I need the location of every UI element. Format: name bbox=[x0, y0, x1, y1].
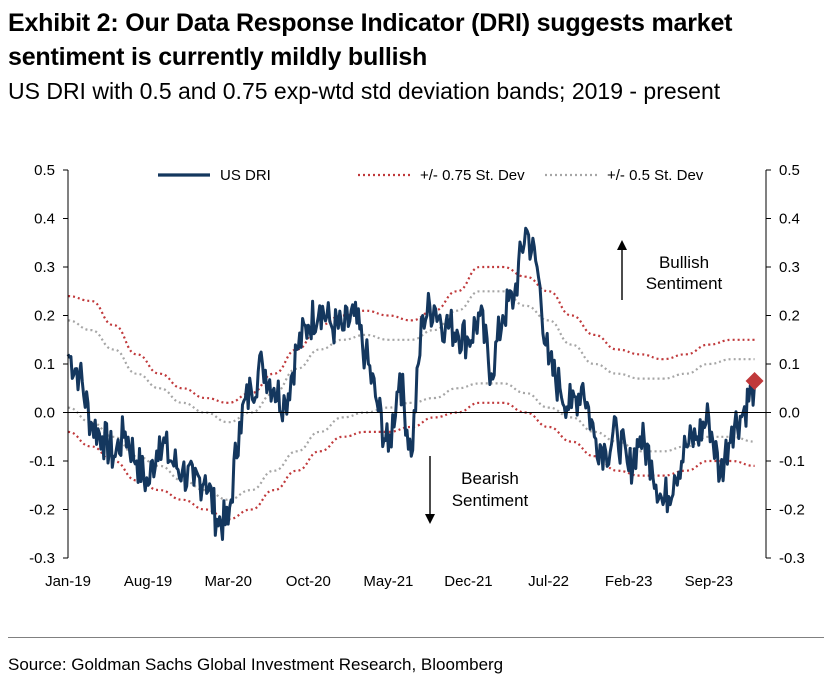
bearish-label-line1: Bearish bbox=[461, 469, 519, 488]
chart-subtitle: US DRI with 0.5 and 0.75 exp-wtd std dev… bbox=[8, 78, 721, 104]
dri-line-chart: 0.5 0.5 0.4 0.4 0.3 0.3 0.2 0.2 0.1 0.1 0.0 0.0 -0.1… bbox=[29, 162, 805, 590]
bullish-label-line2: Sentiment bbox=[646, 274, 723, 293]
right-y-tick-label: -0.3 bbox=[779, 550, 805, 567]
legend-us-dri-label: US DRI bbox=[220, 167, 271, 184]
left-y-tick-label: 0.1 bbox=[34, 356, 55, 373]
right-y-tick-label: -0.2 bbox=[779, 502, 805, 519]
footer-divider bbox=[8, 637, 824, 638]
right-y-tick-label: 0.1 bbox=[779, 356, 800, 373]
band-0.75-upper bbox=[67, 265, 755, 404]
x-tick-label: Mar-20 bbox=[204, 573, 252, 590]
right-y-tick-label: 0.2 bbox=[779, 308, 800, 325]
bearish-arrow-head bbox=[425, 514, 435, 524]
x-tick-label: Oct-20 bbox=[286, 573, 331, 590]
left-y-tick-label: -0.1 bbox=[29, 453, 55, 470]
chart-title: Exhibit 2: Our Data Response Indicator (… bbox=[8, 9, 733, 71]
bearish-label-line2: Sentiment bbox=[452, 491, 529, 510]
legend-band-0.75-label: +/- 0.75 St. Dev bbox=[420, 167, 525, 184]
right-y-tick-label: 0.0 bbox=[779, 405, 800, 422]
left-y-tick-label: 0.0 bbox=[34, 405, 55, 422]
left-y-tick-label: 0.2 bbox=[34, 308, 55, 325]
band-0.75-lower bbox=[67, 401, 755, 521]
right-y-tick-label: 0.5 bbox=[779, 162, 800, 179]
left-y-tick-label: 0.4 bbox=[34, 211, 55, 228]
left-y-tick-label: 0.3 bbox=[34, 259, 55, 276]
source-note: Source: Goldman Sachs Global Investment … bbox=[8, 655, 504, 674]
x-tick-label: Sep-23 bbox=[685, 573, 733, 590]
bullish-arrow-head bbox=[617, 240, 627, 250]
left-y-tick-label: -0.3 bbox=[29, 550, 55, 567]
right-y-tick-label: 0.4 bbox=[779, 211, 800, 228]
left-y-tick-label: -0.2 bbox=[29, 502, 55, 519]
right-y-tick-label: 0.3 bbox=[779, 259, 800, 276]
x-tick-label: Jan-19 bbox=[45, 573, 91, 590]
x-tick-label: Feb-23 bbox=[605, 573, 653, 590]
legend-band-0.5-label: +/- 0.5 St. Dev bbox=[607, 167, 704, 184]
band-0.5-upper bbox=[67, 290, 755, 424]
right-y-tick-label: -0.1 bbox=[779, 453, 805, 470]
x-tick-label: Aug-19 bbox=[124, 573, 172, 590]
x-tick-label: May-21 bbox=[363, 573, 413, 590]
bullish-label-line1: Bullish bbox=[659, 253, 709, 272]
latest-dri-marker bbox=[745, 371, 764, 390]
x-tick-label: Dec-21 bbox=[444, 573, 492, 590]
x-tick-label: Jul-22 bbox=[528, 573, 569, 590]
us-dri-line bbox=[66, 226, 757, 541]
left-y-tick-label: 0.5 bbox=[34, 162, 55, 179]
